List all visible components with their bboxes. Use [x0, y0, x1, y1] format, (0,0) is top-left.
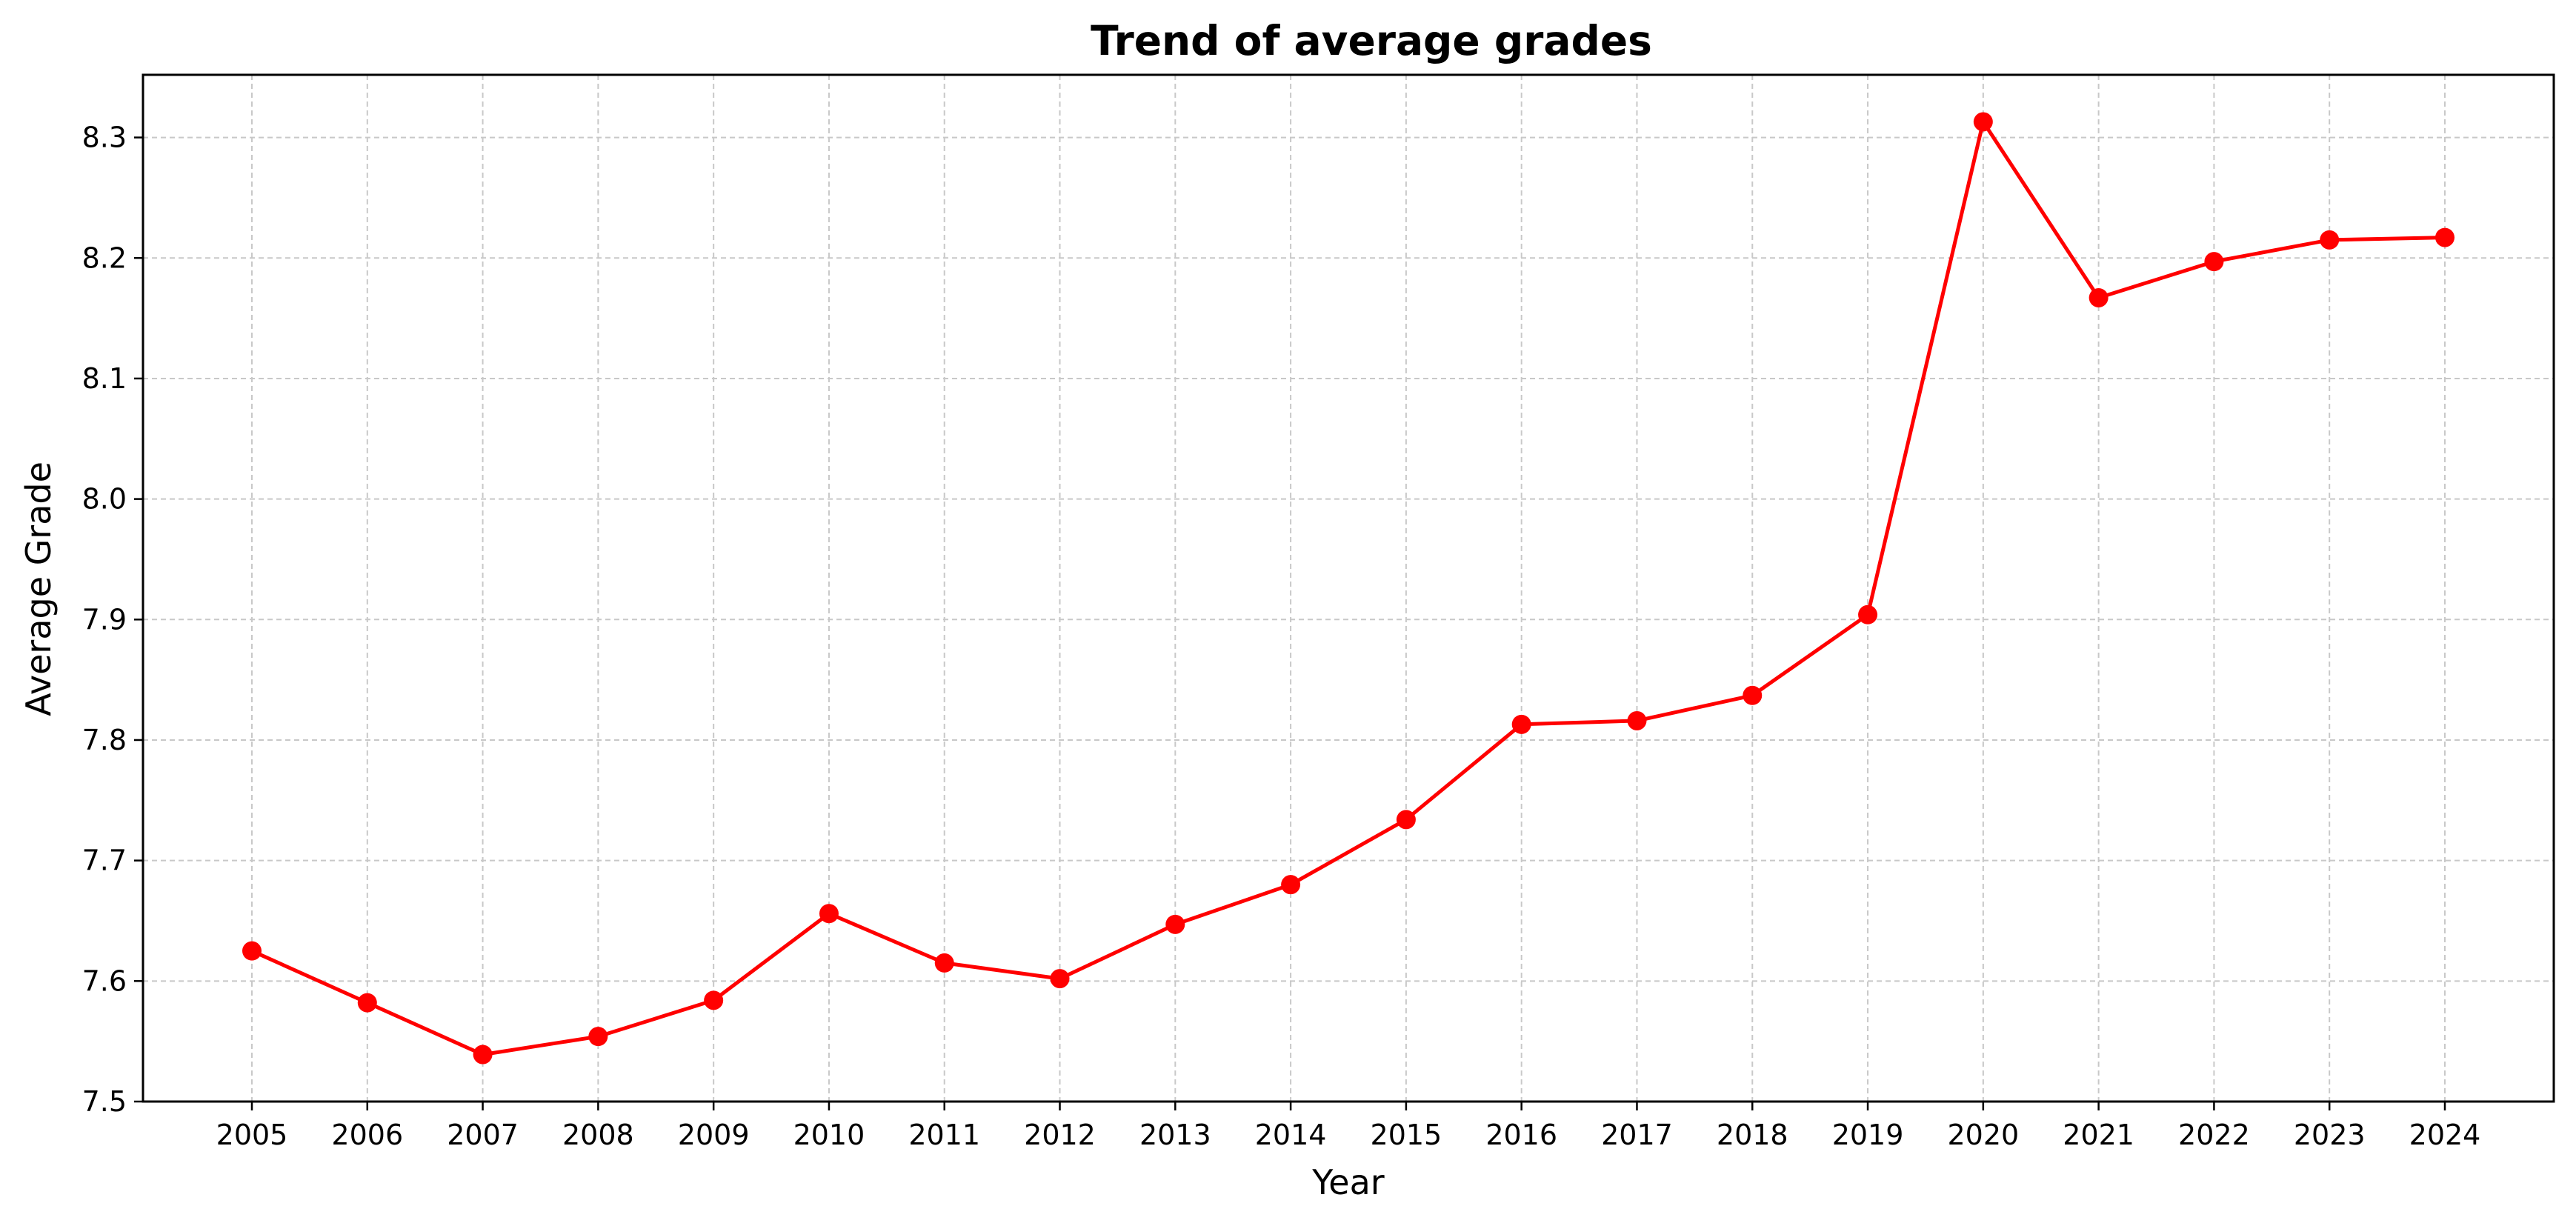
series-line — [250, 119, 2447, 1057]
data-point-2007 — [473, 1045, 493, 1065]
x-tick-label: 2011 — [908, 1119, 980, 1151]
data-point-2013 — [1165, 914, 1185, 934]
x-tick-label: 2009 — [678, 1119, 750, 1151]
data-point-2008 — [588, 1027, 608, 1047]
series-layer — [242, 112, 2454, 1065]
data-point-2011 — [934, 953, 954, 973]
x-tick-label: 2015 — [1371, 1119, 1442, 1151]
x-tick-label: 2017 — [1601, 1119, 1673, 1151]
x-tick-label: 2005 — [216, 1119, 288, 1151]
x-tick-label: 2019 — [1832, 1119, 1904, 1151]
data-point-2015 — [1396, 810, 1416, 830]
grid — [143, 75, 2554, 1102]
x-tick-label: 2023 — [2294, 1119, 2366, 1151]
y-tick-label: 8.2 — [82, 241, 127, 274]
x-tick-label: 2008 — [562, 1119, 634, 1151]
plot-frame — [142, 73, 2555, 1103]
data-point-2021 — [2089, 287, 2109, 307]
data-point-2005 — [242, 941, 262, 961]
data-point-2016 — [1511, 714, 1531, 734]
y-tick-label: 7.6 — [82, 965, 127, 997]
x-tick-label: 2020 — [1947, 1119, 2019, 1151]
data-point-2020 — [1973, 112, 1993, 132]
y-axis-ticks: 7.5 7.6 7.7 7.8 7.9 8.0 8.1 8.2 8.3 — [82, 121, 143, 1118]
x-tick-label: 2014 — [1255, 1119, 1327, 1151]
data-point-2024 — [2435, 227, 2454, 247]
data-point-2023 — [2320, 230, 2340, 250]
x-tick-label: 2007 — [447, 1119, 519, 1151]
y-tick-label: 8.3 — [82, 121, 127, 154]
y-tick-label: 8.1 — [82, 362, 127, 395]
y-axis-label: Average Grade — [19, 462, 59, 716]
x-tick-label: 2012 — [1024, 1119, 1096, 1151]
y-tick-label: 7.8 — [82, 724, 127, 756]
chart-title: Trend of average grades — [1091, 17, 1652, 64]
data-point-2009 — [704, 990, 724, 1010]
y-tick-label: 7.7 — [82, 844, 127, 877]
data-point-2017 — [1627, 710, 1647, 730]
x-axis-label: Year — [1311, 1162, 1384, 1202]
data-point-2014 — [1281, 875, 1301, 895]
x-tick-label: 2018 — [1717, 1119, 1788, 1151]
y-tick-label: 7.5 — [82, 1085, 127, 1118]
data-point-2019 — [1858, 604, 1878, 624]
y-tick-label: 8.0 — [82, 483, 127, 516]
y-tick-label: 7.9 — [82, 603, 127, 636]
x-tick-label: 2010 — [793, 1119, 865, 1151]
x-axis-ticks: 2005 2006 2007 2008 2009 2010 2011 2012 2013 2014… — [216, 1102, 2481, 1151]
data-point-2010 — [819, 904, 839, 924]
x-tick-label: 2021 — [2063, 1119, 2134, 1151]
x-tick-label: 2016 — [1485, 1119, 1557, 1151]
data-point-2012 — [1050, 969, 1070, 989]
x-tick-label: 2022 — [2178, 1119, 2250, 1151]
x-tick-label: 2006 — [331, 1119, 403, 1151]
x-tick-label: 2013 — [1139, 1119, 1211, 1151]
data-point-2018 — [1743, 685, 1763, 705]
data-point-2022 — [2204, 252, 2224, 272]
data-point-2006 — [357, 993, 377, 1013]
x-tick-label: 2024 — [2409, 1119, 2481, 1151]
